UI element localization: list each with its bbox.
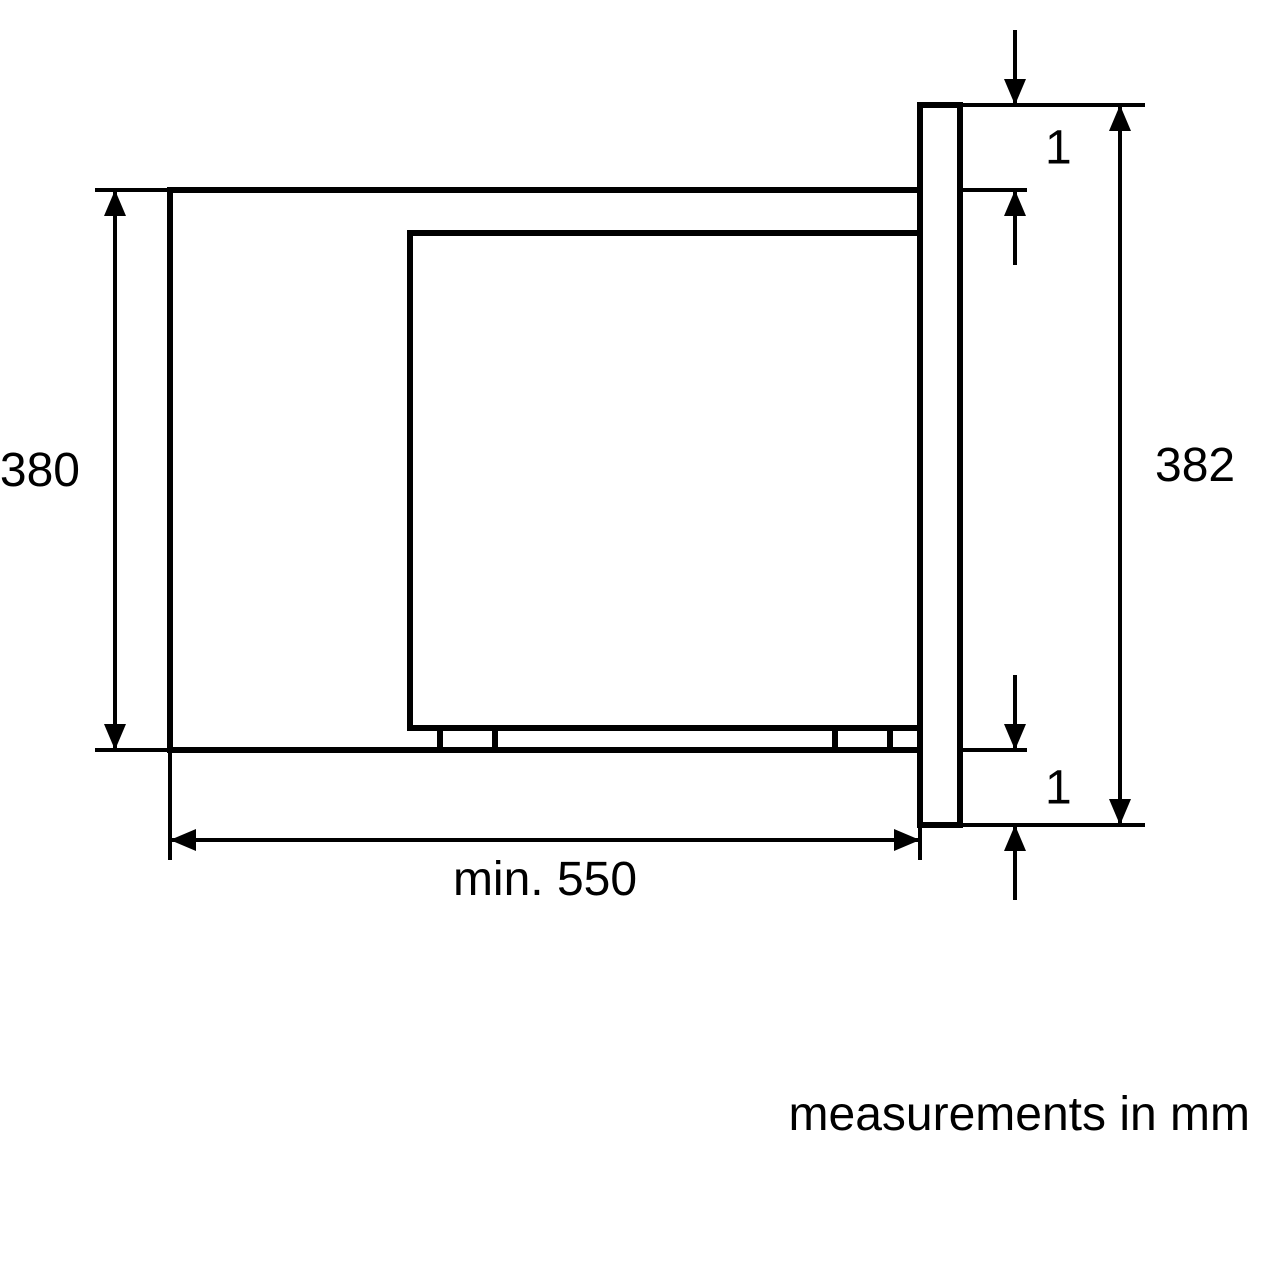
label-380: 380 xyxy=(0,444,80,497)
label-gap-bottom: 1 xyxy=(1045,762,1072,815)
cabinet-outline xyxy=(170,190,920,750)
arrowhead xyxy=(104,190,126,216)
arrowhead xyxy=(1004,825,1026,851)
label-gap-top: 1 xyxy=(1045,122,1072,175)
arrowhead xyxy=(894,829,920,851)
arrowhead xyxy=(1004,724,1026,750)
arrowhead xyxy=(104,724,126,750)
foot-1 xyxy=(835,728,890,750)
appliance-body xyxy=(410,233,920,728)
arrowhead xyxy=(1109,799,1131,825)
arrowhead xyxy=(170,829,196,851)
label-382: 382 xyxy=(1155,439,1235,492)
foot-0 xyxy=(440,728,495,750)
front-panel xyxy=(920,105,960,825)
dimension-diagram: 380 min. 550 382 1 1 measurements in mm xyxy=(0,0,1280,1280)
caption: measurements in mm xyxy=(789,1088,1250,1141)
arrowhead xyxy=(1004,79,1026,105)
arrowhead xyxy=(1109,105,1131,131)
arrowhead xyxy=(1004,190,1026,216)
label-550: min. 550 xyxy=(453,853,637,906)
